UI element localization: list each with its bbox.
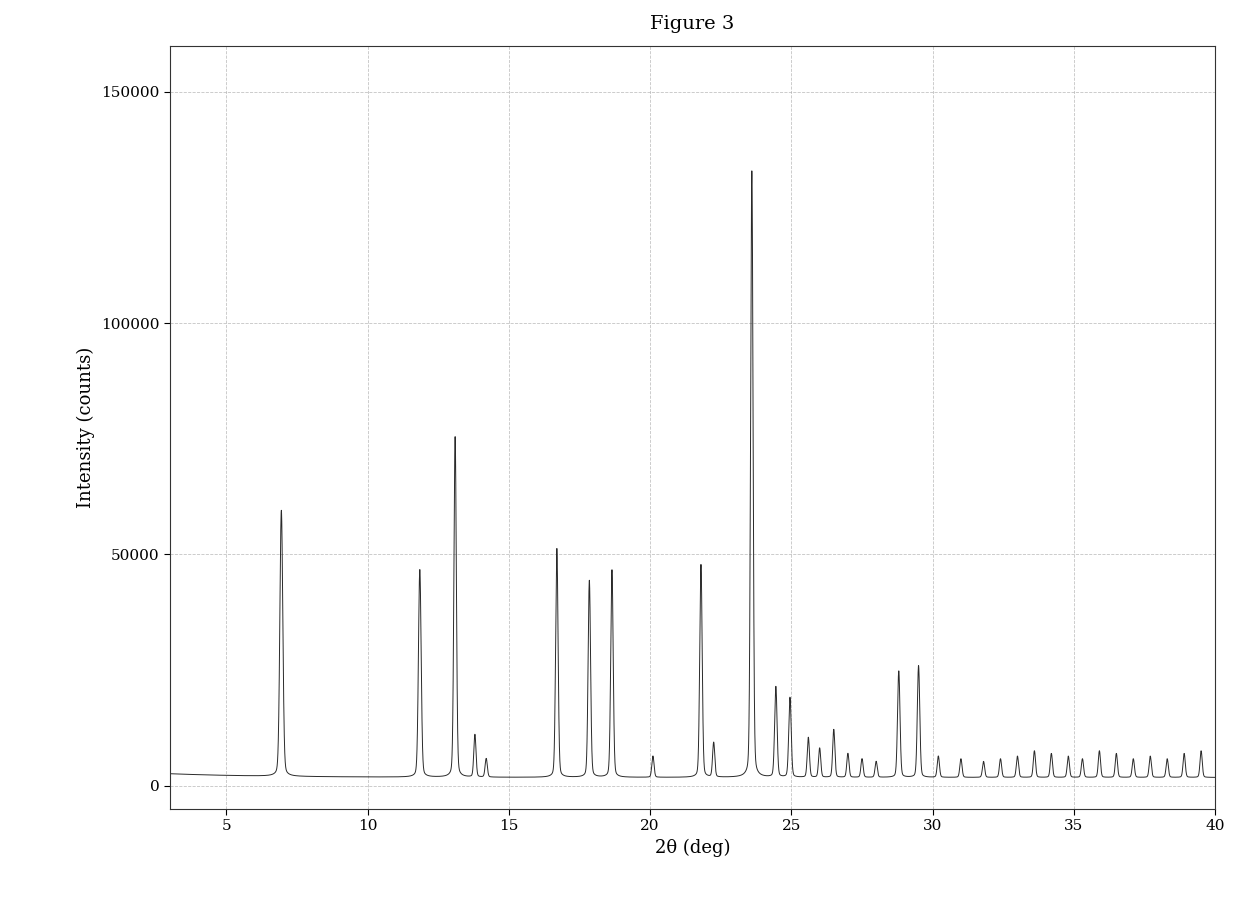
Y-axis label: Intensity (counts): Intensity (counts): [77, 347, 95, 508]
X-axis label: 2θ (deg): 2θ (deg): [655, 839, 730, 857]
Title: Figure 3: Figure 3: [650, 15, 734, 33]
